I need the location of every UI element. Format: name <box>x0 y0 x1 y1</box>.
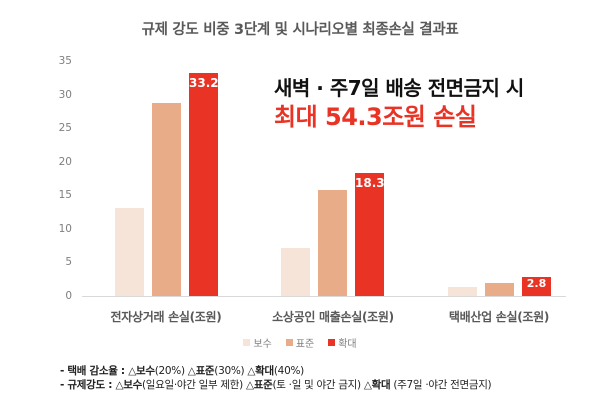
y-tick-label: 35 <box>58 55 72 67</box>
bar-표준 <box>485 282 514 296</box>
bar-value-label: 2.8 <box>526 277 547 291</box>
legend-swatch <box>328 339 336 346</box>
y-tick-label: 5 <box>65 256 72 269</box>
legend-item: 보수 <box>243 335 272 350</box>
legend-label: 표준 <box>295 339 315 350</box>
legend-item: 표준 <box>285 335 315 350</box>
bar-확대: 33.2 <box>189 73 219 296</box>
legend-item: 확대 <box>328 335 357 350</box>
bar-value-label: 18.3 <box>355 176 385 191</box>
bar-확대: 2.8 <box>522 277 551 296</box>
callout-line-2: 최대 54.3조원 손실 <box>274 103 477 131</box>
callout-line-1: 새벽 · 주7일 배송 전면금지 시 <box>274 76 524 100</box>
bar-확대: 18.3 <box>355 173 385 296</box>
x-axis-line <box>82 296 566 297</box>
bar-보수 <box>281 247 310 296</box>
y-tick-label: 0 <box>65 290 72 302</box>
legend-label: 확대 <box>338 339 357 350</box>
callout-annotation: 새벽 · 주7일 배송 전면금지 시 최대 54.3조원 손실 <box>274 76 524 132</box>
footnote-line-2: - 규제강도 : △보수(일요일·야간 일부 제한) △표준(토 ·일 및 야간… <box>60 379 492 391</box>
bar-보수 <box>115 208 144 296</box>
y-tick-label: 15 <box>58 189 72 202</box>
footnotes: - 택배 감소율 : △보수(20%) △표준(30%) △확대(40%) - … <box>60 364 492 392</box>
x-category-label: 전자상거래 손실(조원) <box>110 310 222 324</box>
x-category-label: 택배산업 손실(조원) <box>448 310 550 324</box>
legend-swatch <box>243 339 251 346</box>
footnote-line-1: - 택배 감소율 : △보수(20%) △표준(30%) △확대(40%) <box>60 365 304 377</box>
x-category-label: 소상공인 매출손실(조원) <box>272 310 394 324</box>
legend-label: 보수 <box>253 339 272 350</box>
legend-swatch <box>285 339 293 346</box>
bar-표준 <box>152 102 181 296</box>
bar-보수 <box>448 286 477 296</box>
y-tick-label: 20 <box>58 155 72 168</box>
y-tick-label: 25 <box>58 122 72 135</box>
y-tick-label: 10 <box>58 222 72 235</box>
y-tick-label: 30 <box>58 88 72 101</box>
bar-표준 <box>318 189 347 296</box>
chart-title: 규제 강도 비중 3단계 및 시나리오별 최종손실 결과표 <box>141 22 459 38</box>
chart-legend: 보수 표준 확대 <box>0 335 600 350</box>
bar-value-label: 33.2 <box>189 76 219 91</box>
